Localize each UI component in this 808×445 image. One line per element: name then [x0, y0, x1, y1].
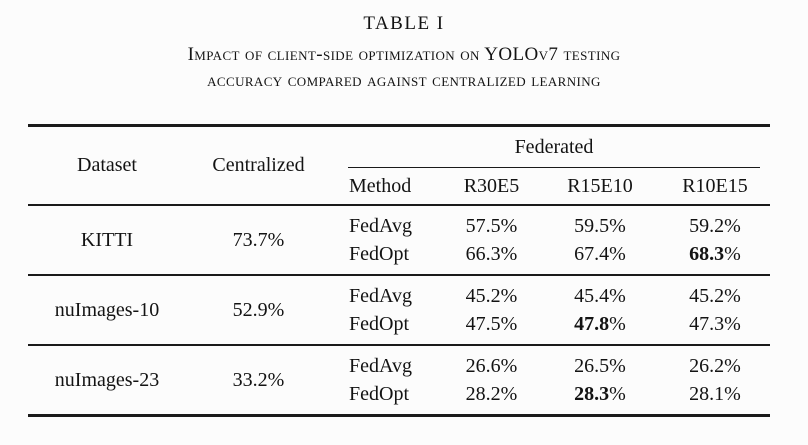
cell-value-best: 68.3%: [660, 243, 770, 266]
results-table: Dataset Centralized Federated Method R30…: [28, 124, 770, 417]
cell-value: 28.1%: [689, 382, 741, 405]
cell-value-best: 47.8%: [540, 313, 660, 336]
cell-value: 26.2%: [689, 354, 741, 377]
cell-method: FedOpt: [349, 242, 409, 265]
header-r30e5: R30E5: [463, 174, 520, 197]
cell-centralized: 33.2%: [232, 368, 285, 391]
best-value-percent: %: [724, 242, 741, 265]
table-title-block: TABLE I Impact of client-side optimizati…: [0, 0, 808, 94]
cell-dataset: nuImages-23: [54, 368, 160, 391]
cell-value-best: 28.3%: [540, 383, 660, 406]
cell-method: FedOpt: [349, 312, 409, 335]
table-number: TABLE I: [363, 13, 445, 34]
table-group-nuimages-10: nuImages-10 52.9% FedAvg 45.2% 45.4% 45.…: [28, 276, 770, 344]
cell-centralized: 73.7%: [232, 228, 285, 251]
cell-value: 45.2%: [465, 284, 518, 307]
best-value-number: 28.3: [574, 382, 610, 405]
cell-value: 26.6%: [465, 354, 518, 377]
cell-method: FedOpt: [349, 382, 409, 405]
cell-dataset: nuImages-10: [54, 298, 160, 321]
header-federated-label: Federated: [514, 135, 594, 158]
rule-top: [28, 124, 770, 127]
cell-value: 57.5%: [465, 214, 518, 237]
table-caption: Impact of client-side optimization on YO…: [0, 42, 808, 94]
cell-value: 67.4%: [574, 242, 626, 265]
rule-bottom: [28, 414, 770, 417]
best-value-number: 47.8: [574, 312, 610, 335]
best-value-percent: %: [609, 382, 626, 405]
cell-value: 47.3%: [689, 312, 741, 335]
cell-value: 45.2%: [689, 284, 741, 307]
table-group-nuimages-23: nuImages-23 33.2% FedAvg 26.6% 26.5% 26.…: [28, 346, 770, 414]
cell-method: FedAvg: [349, 214, 412, 237]
best-value-percent: %: [609, 312, 626, 335]
header-r10e15: R10E15: [682, 174, 748, 197]
header-r15e10: R15E10: [567, 174, 633, 197]
cell-method: FedAvg: [349, 354, 412, 377]
table-group-kitti: KITTI 73.7% FedAvg 57.5% 59.5% 59.2% Fed…: [28, 206, 770, 274]
header-centralized: Centralized: [212, 154, 305, 176]
cell-value: 47.5%: [465, 312, 518, 335]
cell-method: FedAvg: [349, 284, 412, 307]
cell-value: 66.3%: [465, 242, 518, 265]
cell-centralized: 52.9%: [232, 298, 285, 321]
cell-dataset: KITTI: [80, 228, 134, 251]
cell-value: 59.2%: [689, 214, 741, 237]
rule-group-separator-1: [28, 274, 770, 276]
table-header: Dataset Centralized Federated Method R30…: [28, 127, 770, 204]
header-dataset: Dataset: [77, 154, 137, 176]
cell-value: 26.5%: [574, 354, 626, 377]
cell-value: 28.2%: [465, 382, 518, 405]
table-caption-line-2: accuracy compared against centralized le…: [207, 70, 601, 91]
cell-value: 45.4%: [574, 284, 626, 307]
best-value-number: 68.3: [689, 242, 725, 265]
rule-below-header: [28, 204, 770, 206]
rule-group-separator-2: [28, 344, 770, 346]
table-caption-line-1: Impact of client-side optimization on YO…: [187, 44, 621, 65]
cell-value: 59.5%: [574, 214, 626, 237]
header-federated-span: Federated: [348, 127, 760, 168]
header-method: Method: [349, 174, 412, 197]
